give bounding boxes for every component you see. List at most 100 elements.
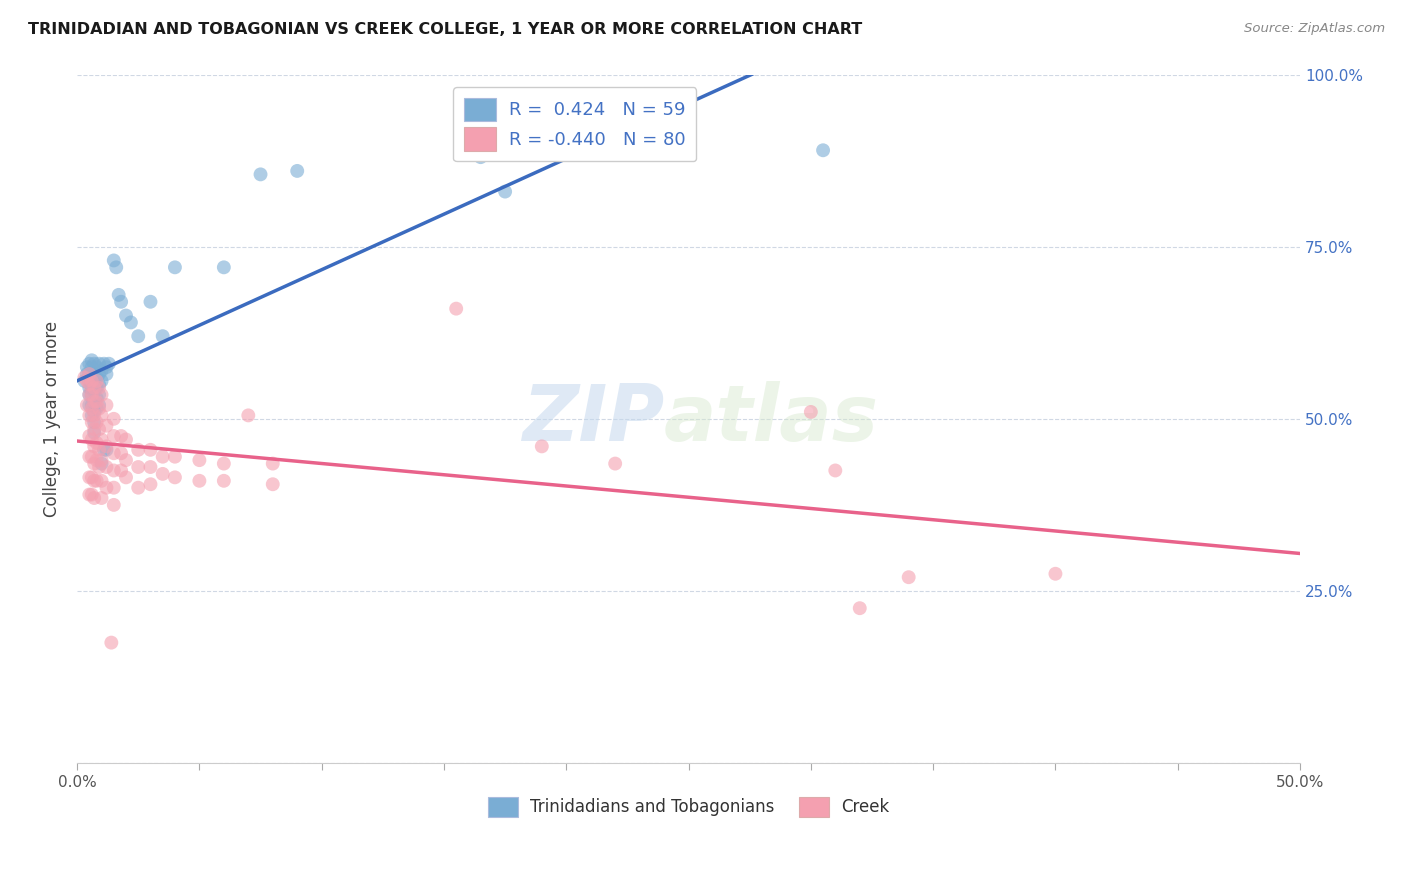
Point — [897, 570, 920, 584]
Point — [83, 439, 105, 453]
Point — [139, 477, 162, 491]
Point — [83, 357, 105, 371]
Legend: Trinidadians and Tobagonians, Creek: Trinidadians and Tobagonians, Creek — [481, 790, 896, 823]
Point — [152, 450, 174, 464]
Point — [79, 429, 101, 443]
Point — [80, 415, 103, 429]
Point — [103, 429, 125, 443]
Point — [1045, 566, 1067, 581]
Point — [212, 457, 235, 471]
Point — [115, 470, 138, 484]
Point — [96, 442, 118, 457]
Point — [80, 401, 103, 416]
Point — [83, 409, 105, 423]
Point — [103, 498, 125, 512]
Point — [285, 164, 308, 178]
Point — [494, 185, 516, 199]
Point — [96, 460, 118, 475]
Point — [127, 460, 149, 475]
Point — [152, 467, 174, 481]
Point — [80, 450, 103, 464]
Point — [76, 367, 98, 381]
Point — [87, 398, 110, 412]
Point — [444, 301, 467, 316]
Point — [80, 409, 103, 423]
Point — [86, 436, 108, 450]
Point — [127, 442, 149, 457]
Point — [83, 405, 105, 419]
Point — [87, 442, 110, 457]
Point — [97, 357, 120, 371]
Point — [83, 394, 105, 409]
Point — [86, 401, 108, 416]
Point — [87, 388, 110, 402]
Point — [848, 601, 870, 615]
Text: atlas: atlas — [664, 381, 879, 457]
Point — [238, 409, 260, 423]
Point — [163, 470, 186, 484]
Text: TRINIDADIAN AND TOBAGONIAN VS CREEK COLLEGE, 1 YEAR OR MORE CORRELATION CHART: TRINIDADIAN AND TOBAGONIAN VS CREEK COLL… — [28, 22, 862, 37]
Point — [79, 357, 101, 371]
Point — [212, 260, 235, 275]
Point — [86, 360, 108, 375]
Point — [90, 363, 112, 377]
Point — [86, 381, 108, 395]
Point — [262, 457, 284, 471]
Point — [86, 374, 108, 388]
Point — [212, 474, 235, 488]
Point — [96, 367, 118, 381]
Point — [249, 167, 271, 181]
Point — [79, 470, 101, 484]
Point — [80, 370, 103, 384]
Point — [90, 374, 112, 388]
Point — [83, 381, 105, 395]
Point — [110, 429, 132, 443]
Point — [86, 474, 108, 488]
Point — [83, 457, 105, 471]
Point — [79, 398, 101, 412]
Point — [86, 415, 108, 429]
Point — [86, 391, 108, 405]
Point — [80, 381, 103, 395]
Point — [811, 143, 834, 157]
Point — [188, 474, 211, 488]
Point — [83, 374, 105, 388]
Point — [824, 463, 846, 477]
Point — [79, 388, 101, 402]
Point — [80, 360, 103, 375]
Point — [80, 470, 103, 484]
Point — [110, 463, 132, 477]
Point — [115, 309, 138, 323]
Point — [80, 353, 103, 368]
Point — [79, 388, 101, 402]
Point — [86, 394, 108, 409]
Point — [110, 446, 132, 460]
Point — [87, 377, 110, 392]
Point — [83, 422, 105, 436]
Point — [107, 288, 129, 302]
Point — [83, 425, 105, 440]
Point — [87, 367, 110, 381]
Point — [79, 377, 101, 392]
Point — [87, 422, 110, 436]
Point — [76, 360, 98, 375]
Point — [79, 367, 101, 381]
Point — [96, 439, 118, 453]
Text: ZIP: ZIP — [522, 381, 664, 457]
Point — [86, 453, 108, 467]
Point — [80, 487, 103, 501]
Y-axis label: College, 1 year or more: College, 1 year or more — [44, 321, 60, 516]
Point — [139, 294, 162, 309]
Point — [115, 453, 138, 467]
Point — [163, 450, 186, 464]
Point — [103, 412, 125, 426]
Point — [83, 394, 105, 409]
Point — [83, 415, 105, 429]
Point — [152, 329, 174, 343]
Text: Source: ZipAtlas.com: Source: ZipAtlas.com — [1244, 22, 1385, 36]
Point — [103, 253, 125, 268]
Point — [83, 367, 105, 381]
Point — [96, 481, 118, 495]
Point — [87, 357, 110, 371]
Point — [80, 433, 103, 447]
